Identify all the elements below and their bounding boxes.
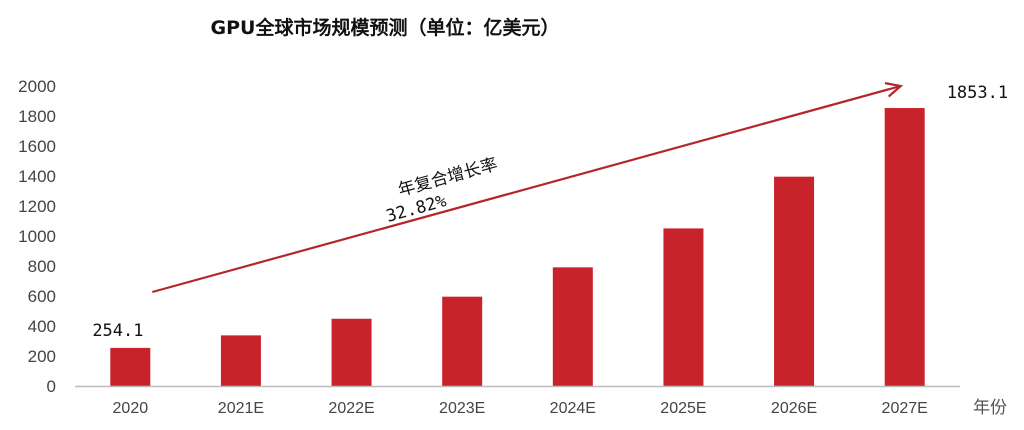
y-tick-label: 0 [47, 377, 56, 396]
y-tick-label: 1200 [18, 197, 56, 216]
data-label-first: 254.1 [92, 321, 143, 341]
bar [110, 347, 151, 386]
x-tick-label: 2020 [113, 400, 149, 417]
trend-arrow [152, 82, 904, 294]
y-tick-label: 800 [28, 257, 56, 276]
x-axis: 2020 2021E 2022E 2023E 2024E 2025E 2026E 2027E [113, 400, 928, 417]
bar [663, 228, 704, 386]
x-tick-label: 2022E [328, 400, 374, 417]
data-label-last: 1853.1 [947, 83, 1008, 103]
x-tick-label: 2024E [550, 400, 596, 417]
bar [331, 318, 372, 386]
y-tick-label: 600 [28, 287, 56, 306]
cagr-label: 年复合增长率 [396, 154, 500, 200]
y-tick-label: 200 [28, 347, 56, 366]
y-tick-label: 2000 [18, 77, 56, 96]
bar [220, 335, 261, 386]
chart-title: GPU全球市场规模预测（单位：亿美元） [211, 16, 560, 39]
x-tick-label: 2026E [771, 400, 817, 417]
x-tick-label: 2023E [439, 400, 485, 417]
y-tick-label: 1800 [18, 107, 56, 126]
y-tick-label: 1000 [18, 227, 56, 246]
x-axis-label: 年份 [973, 398, 1007, 418]
bar [884, 108, 925, 386]
bar [774, 176, 815, 386]
bar-series [110, 108, 925, 386]
x-tick-label: 2027E [882, 400, 928, 417]
y-tick-label: 400 [28, 317, 56, 336]
y-axis: 0 200 400 600 800 1000 1200 1400 1600 1800 2000 [18, 77, 56, 396]
y-tick-label: 1600 [18, 137, 56, 156]
bar [442, 296, 483, 386]
bar [552, 267, 593, 386]
trend-line [152, 84, 901, 294]
trend-arrowhead [884, 82, 904, 98]
x-tick-label: 2025E [660, 400, 706, 417]
x-tick-label: 2021E [218, 400, 264, 417]
y-tick-label: 1400 [18, 167, 56, 186]
